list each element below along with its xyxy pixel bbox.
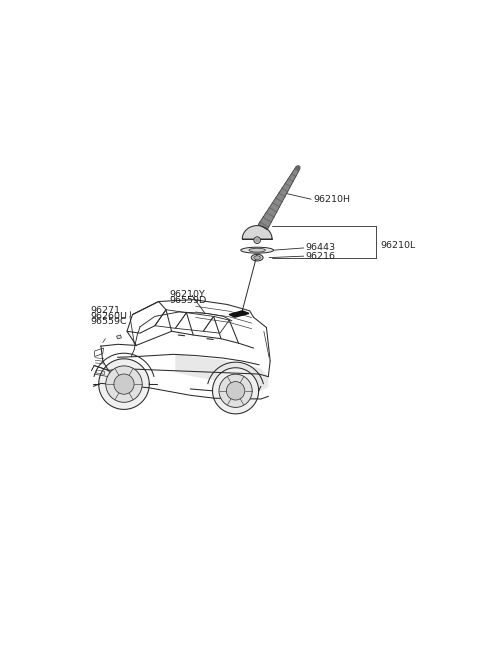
Polygon shape — [258, 167, 300, 230]
Polygon shape — [242, 226, 272, 239]
Circle shape — [254, 237, 261, 243]
Polygon shape — [229, 311, 249, 317]
Polygon shape — [175, 354, 268, 391]
Text: 96210Y: 96210Y — [170, 291, 205, 299]
Text: 96216: 96216 — [305, 252, 336, 260]
Polygon shape — [213, 368, 259, 414]
Polygon shape — [117, 335, 121, 338]
Ellipse shape — [251, 255, 263, 261]
Ellipse shape — [254, 256, 261, 260]
Text: 96260U: 96260U — [91, 312, 128, 321]
Text: 96271: 96271 — [91, 306, 120, 316]
Text: 96443: 96443 — [305, 243, 336, 253]
Ellipse shape — [249, 248, 265, 252]
Circle shape — [106, 366, 142, 402]
Polygon shape — [99, 359, 149, 409]
Circle shape — [219, 374, 252, 407]
Text: 96210H: 96210H — [313, 195, 350, 204]
Circle shape — [227, 382, 245, 400]
Text: 96210L: 96210L — [380, 241, 415, 250]
Ellipse shape — [241, 247, 274, 253]
Circle shape — [114, 374, 134, 394]
Circle shape — [255, 238, 259, 242]
Text: 96559D: 96559D — [170, 296, 207, 304]
Text: 96559C: 96559C — [91, 318, 127, 327]
Circle shape — [296, 166, 300, 169]
